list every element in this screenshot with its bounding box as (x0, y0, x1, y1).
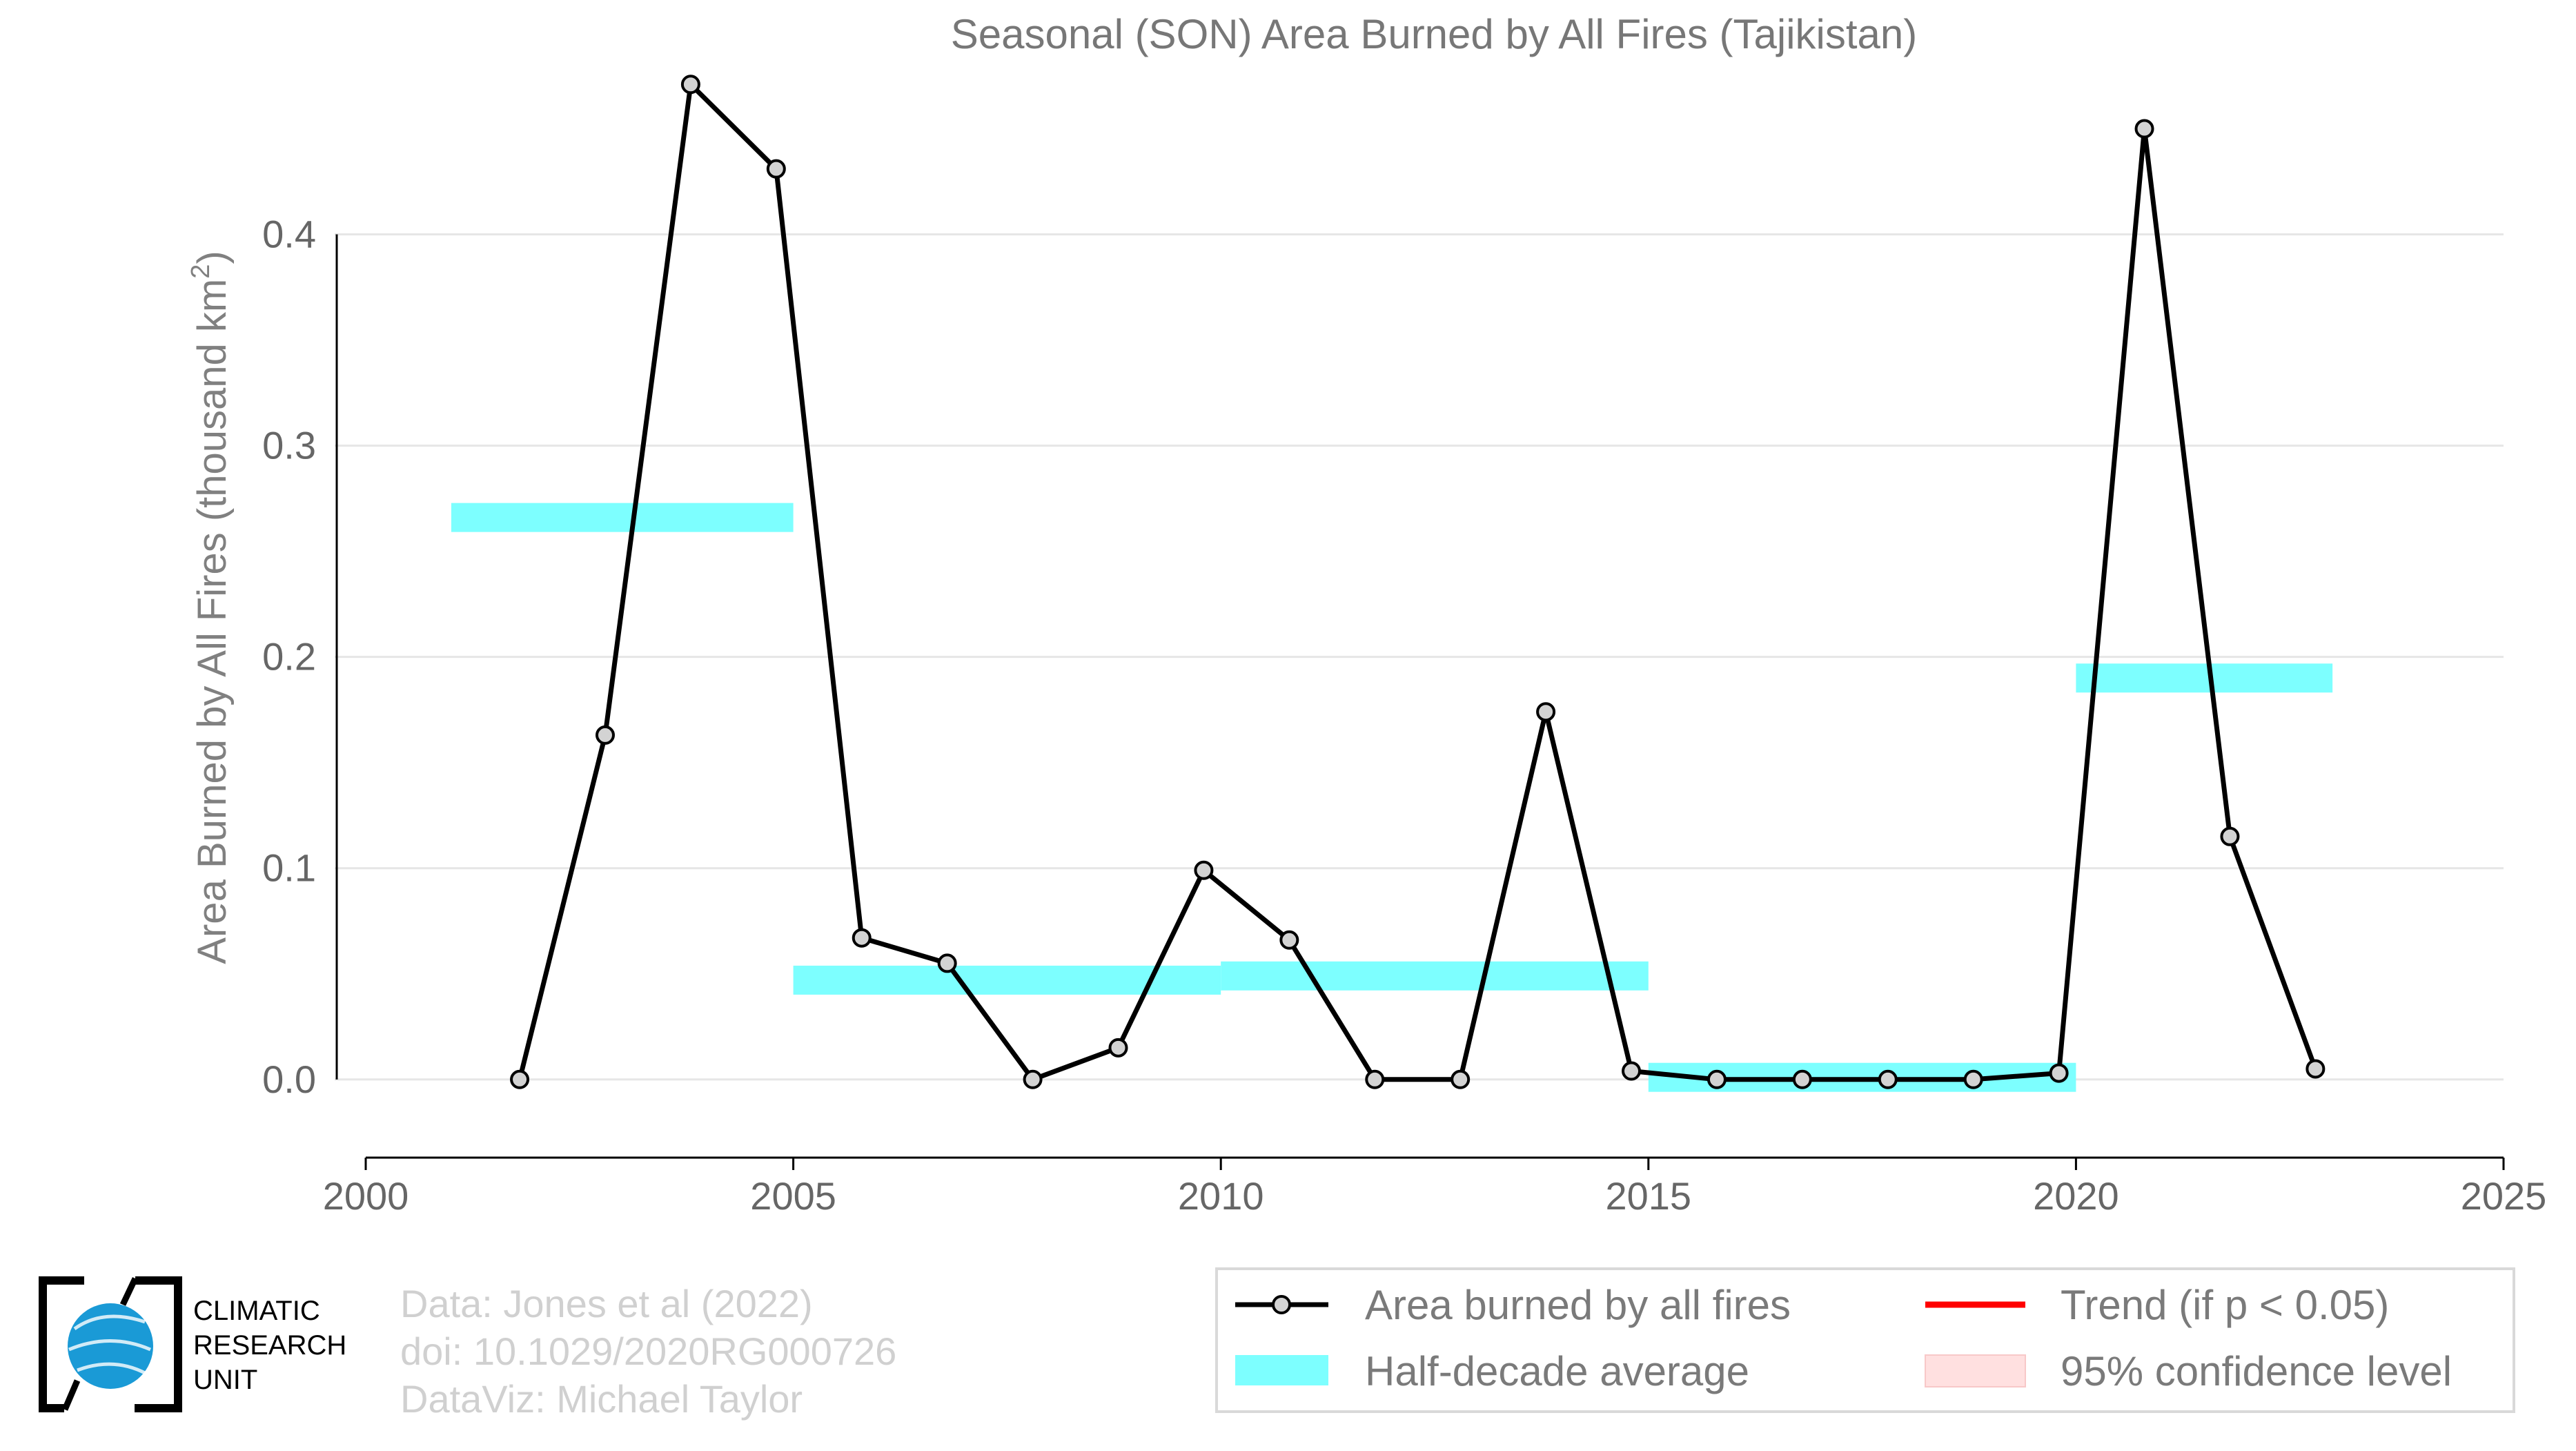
half-decade-average-bar (1221, 961, 1649, 991)
x-tick-label: 2010 (1178, 1174, 1264, 1218)
credit-data: Data: Jones et al (2022) (400, 1282, 813, 1325)
logo-bracket-right (135, 1276, 182, 1412)
half-decade-average-bar (2076, 663, 2333, 693)
data-point (595, 725, 615, 745)
legend-label-confidence: 95% confidence level (2061, 1348, 2452, 1394)
y-tick-label: 0.0 (262, 1058, 316, 1101)
legend-swatch-confidence (1925, 1354, 2026, 1387)
x-tick-label: 2015 (1606, 1174, 1692, 1218)
data-point (1108, 1038, 1128, 1058)
legend-swatch-half-decade (1235, 1355, 1328, 1385)
x-tick-label: 2000 (323, 1174, 409, 1218)
data-point (1279, 930, 1299, 950)
legend-label-trend: Trend (if p < 0.05) (2061, 1282, 2389, 1328)
series-area-burned (510, 75, 2326, 1089)
y-tick-label: 0.4 (262, 213, 316, 256)
data-point (1536, 702, 1556, 722)
x-tick-label: 2025 (2461, 1174, 2547, 1218)
data-point (1365, 1069, 1385, 1089)
credits: Data: Jones et al (2022) doi: 10.1029/20… (400, 1282, 896, 1421)
legend-label-half-decade: Half-decade average (1365, 1348, 1749, 1394)
logo-text-unit: UNIT (193, 1365, 257, 1395)
logo-globe-swirl-icon (68, 1314, 151, 1376)
legend: Area burned by all fires Trend (if p < 0… (1215, 1267, 2515, 1413)
legend-frame (1215, 1267, 2515, 1413)
y-tick-label: 0.2 (262, 635, 316, 679)
data-point (1878, 1069, 1898, 1089)
data-point (1622, 1061, 1642, 1081)
half-decade-average-bars (451, 503, 2333, 1092)
x-tick-label: 2020 (2033, 1174, 2119, 1218)
credit-dataviz: DataViz: Michael Taylor (400, 1377, 803, 1421)
grid-lines (335, 233, 2504, 1081)
data-point (2049, 1063, 2069, 1083)
data-point (852, 928, 872, 948)
cru-logo: CLIMATIC RESEARCH UNIT (39, 1276, 346, 1412)
y-axis-label-suffix: ) (190, 251, 235, 264)
series-line-area-burned (517, 81, 2318, 1082)
legend-marker-area-burned (1272, 1295, 1291, 1314)
tick-labels: 0.0 0.1 0.2 0.3 0.4 2000 2005 2010 2015 2020 2025 (262, 213, 2546, 1218)
x-tick-label: 2005 (750, 1174, 836, 1218)
chart-title: Seasonal (SON) Area Burned by All Fires … (951, 11, 1918, 57)
y-axis-label: Area Burned by All Fires (thousand km2) (186, 251, 235, 964)
data-point (766, 159, 786, 179)
data-point (2305, 1059, 2326, 1079)
data-point (1707, 1069, 1727, 1089)
data-point (937, 953, 957, 973)
logo-slash (61, 1277, 139, 1411)
logo-text-climatic: CLIMATIC (193, 1296, 320, 1326)
y-tick-label: 0.3 (262, 424, 316, 467)
data-point (1023, 1069, 1043, 1089)
data-point (2220, 826, 2240, 846)
y-axis-label-superscript: 2 (186, 264, 215, 279)
axes (335, 234, 2505, 1170)
data-point (1451, 1069, 1471, 1089)
data-point (1792, 1069, 1812, 1089)
data-point (1194, 860, 1214, 880)
data-point (680, 75, 700, 95)
logo-bracket-left (39, 1276, 84, 1412)
logo-text-research: RESEARCH (193, 1330, 346, 1361)
half-decade-average-bar (451, 503, 794, 532)
data-point (510, 1069, 530, 1089)
y-tick-label: 0.1 (262, 846, 316, 890)
y-axis-label-main: Area Burned by All Fires (thousand km (190, 279, 235, 964)
credit-doi: doi: 10.1029/2020RG000726 (400, 1330, 896, 1373)
data-point (2134, 119, 2154, 139)
legend-label-area-burned: Area burned by all fires (1365, 1282, 1791, 1328)
data-point (1963, 1069, 1983, 1089)
